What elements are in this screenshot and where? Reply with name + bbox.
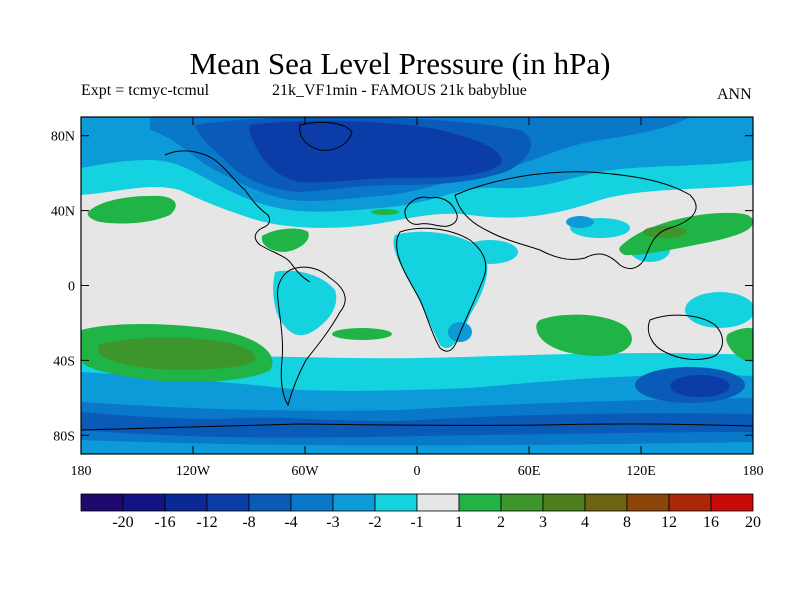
lat-tick-label: 0 [68, 280, 75, 295]
colorbar-label: 16 [703, 514, 719, 531]
colorbar-swatch [458, 493, 502, 512]
colorbar-label: 1 [455, 514, 463, 531]
colorbar-swatch [710, 493, 754, 512]
contour-low-south-indian-core [670, 375, 730, 397]
colorbar-label: 8 [623, 514, 631, 531]
colorbar-swatch [416, 493, 460, 512]
colorbar-swatch [122, 493, 166, 512]
latitude-axis: 80N 40N 0 40S 80S [51, 130, 753, 444]
colorbar-label: -12 [196, 514, 217, 531]
coast-asia [454, 171, 697, 269]
colorbar: -20 -16 -12 -8 -4 -3 -2 -1 1 2 3 4 8 12 16 20 [80, 493, 761, 531]
contour-pacific-neg2 [566, 216, 594, 228]
colorbar-swatch [668, 493, 712, 512]
colorbar-swatch [332, 493, 376, 512]
contour-west-pacific-neg1 [685, 292, 753, 328]
colorbar-swatch [584, 493, 628, 512]
contour-caribbean-high [261, 228, 309, 252]
lon-tick-label: 60E [518, 464, 541, 479]
experiment-subtitle: 21k_VF1min - FAMOUS 21k babyblue [272, 82, 527, 99]
colorbar-label: -1 [410, 514, 423, 531]
lat-tick-label: 80N [51, 130, 75, 145]
colorbar-swatch [248, 493, 292, 512]
coast-greenland [299, 121, 353, 151]
contour-atlantic-high [371, 209, 399, 215]
lon-tick-label: 120W [176, 464, 211, 479]
colorbar-label: 12 [661, 514, 677, 531]
colorbar-label: -20 [112, 514, 133, 531]
colorbar-swatch [80, 493, 124, 512]
contour-north-neg8 [249, 120, 502, 183]
contour-pacific-neg1b [462, 240, 518, 264]
experiment-label: Expt = tcmyc-tcmul [81, 82, 210, 99]
colorbar-label: 20 [745, 514, 761, 531]
colorbar-label: -8 [242, 514, 255, 531]
contour-australia-east-high [726, 327, 753, 362]
coast-europe [404, 196, 458, 227]
lon-tick-label: 60W [291, 464, 319, 479]
contour-africa-neg1 [393, 231, 488, 349]
lon-tick-label: 120E [626, 464, 656, 479]
colorbar-label: 4 [581, 514, 589, 531]
colorbar-label: 2 [497, 514, 505, 531]
contour-asia-pacific-high [619, 212, 753, 256]
longitude-axis: 180 120W 60W 0 60E 120E 180 [71, 117, 764, 479]
colorbar-swatch [500, 493, 544, 512]
coastlines [81, 121, 753, 431]
lat-tick-label: 40N [51, 205, 75, 220]
coast-antarctica [81, 423, 753, 431]
lon-tick-label: 180 [743, 464, 764, 479]
colorbar-label: -16 [154, 514, 175, 531]
colorbar-swatch [206, 493, 250, 512]
contour-south-pacific-high-core [97, 337, 256, 371]
coast-north-america [164, 150, 311, 283]
lon-tick-label: 0 [414, 464, 421, 479]
colorbar-swatch [164, 493, 208, 512]
contour-north-pacific-high [87, 195, 176, 224]
coast-south-america [277, 266, 346, 407]
coast-australia [647, 314, 723, 360]
colorbar-label: -4 [284, 514, 297, 531]
lon-tick-label: 180 [71, 464, 92, 479]
colorbar-swatch [374, 493, 418, 512]
colorbar-swatch [290, 493, 334, 512]
lat-tick-label: 40S [53, 354, 75, 369]
map-field [81, 117, 753, 454]
colorbar-label: -3 [326, 514, 339, 531]
contour-asia-pacific-high-core [643, 226, 687, 238]
plot-title: Mean Sea Level Pressure (in hPa) [189, 46, 611, 81]
contour-south-indian-high [536, 314, 632, 356]
season-label: ANN [717, 86, 752, 103]
contour-south-america-neg1 [273, 270, 337, 336]
colorbar-swatch [626, 493, 670, 512]
colorbar-swatch [542, 493, 586, 512]
colorbar-label: -2 [368, 514, 381, 531]
lat-tick-label: 80S [53, 429, 75, 444]
coast-africa [396, 227, 487, 352]
contour-south-atlantic-high [332, 328, 392, 340]
colorbar-label: 3 [539, 514, 547, 531]
